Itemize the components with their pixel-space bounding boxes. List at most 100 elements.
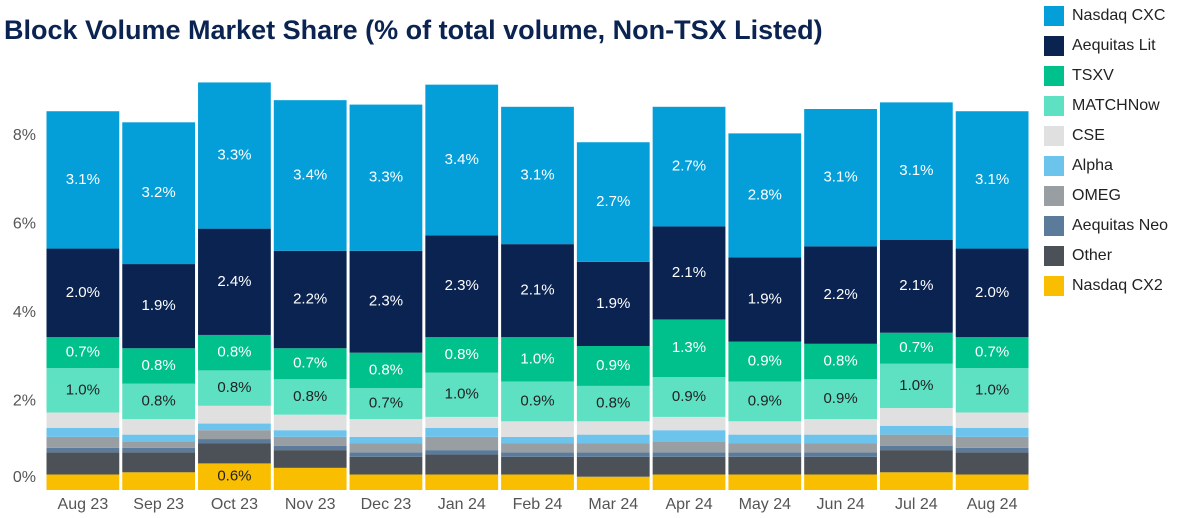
bar-segment xyxy=(198,82,271,229)
data-label: 3.4% xyxy=(293,166,327,183)
bar-segment xyxy=(576,346,650,386)
data-label: 0.7% xyxy=(975,344,1009,361)
data-label: 1.0% xyxy=(899,377,933,394)
legend-swatch xyxy=(1044,186,1064,206)
bar-segment xyxy=(728,456,802,475)
bar-segment xyxy=(879,445,953,451)
bar-segment xyxy=(122,472,196,490)
y-tick-label: 6% xyxy=(13,215,36,232)
bar-segment xyxy=(273,379,347,415)
bar-segment xyxy=(728,381,802,422)
legend-swatch xyxy=(1044,276,1064,296)
x-tick-label: Dec 23 xyxy=(361,496,412,513)
bar-segment xyxy=(46,337,120,369)
bar-segment xyxy=(46,248,120,338)
data-label: 2.2% xyxy=(293,290,327,307)
bar-segment xyxy=(955,368,1029,413)
data-label: 1.0% xyxy=(520,350,554,367)
bar-segment xyxy=(349,452,423,457)
legend-label: MATCHNow xyxy=(1072,97,1160,114)
legend-label: Aequitas Lit xyxy=(1072,37,1156,54)
bar-segment xyxy=(879,472,953,490)
legend-label: TSXV xyxy=(1072,67,1114,84)
data-label: 0.8% xyxy=(369,361,403,378)
x-tick-label: Apr 24 xyxy=(665,496,712,513)
bar-segment xyxy=(122,264,196,349)
bar-segment xyxy=(425,337,499,373)
data-label: 3.2% xyxy=(142,184,176,201)
bar-segment xyxy=(122,348,196,384)
bar-segment xyxy=(425,416,499,428)
bar-segment xyxy=(879,425,953,435)
data-label: 3.3% xyxy=(217,147,251,164)
bar-segment xyxy=(576,452,650,457)
data-label: 0.9% xyxy=(520,392,554,409)
x-tick-label: Feb 24 xyxy=(513,496,563,513)
data-label: 2.1% xyxy=(520,282,554,299)
bar-segment xyxy=(349,436,423,444)
bar-segment xyxy=(652,377,726,417)
bar-segment xyxy=(501,456,574,475)
bar-segment xyxy=(273,100,347,251)
bar-segment xyxy=(349,419,423,437)
bar-segment xyxy=(728,452,802,457)
data-label: 1.0% xyxy=(66,381,100,398)
bar-segment xyxy=(879,102,953,240)
x-tick-label: Aug 24 xyxy=(967,496,1018,513)
data-label: 2.3% xyxy=(369,293,403,310)
bar-segment xyxy=(804,443,877,453)
bar-segment xyxy=(349,474,423,490)
bar-segment xyxy=(652,226,726,320)
bar-segment xyxy=(728,341,802,382)
legend-label: CSE xyxy=(1072,127,1105,144)
bar-segment xyxy=(122,447,196,453)
bar-segment xyxy=(273,250,347,349)
bar-segment xyxy=(652,430,726,442)
legend-label: Aequitas Neo xyxy=(1072,217,1168,234)
data-label: 2.8% xyxy=(748,186,782,203)
x-tick-label: Jun 24 xyxy=(817,496,865,513)
bar-segment xyxy=(804,246,877,344)
data-label: 3.1% xyxy=(899,162,933,179)
data-label: 0.9% xyxy=(748,352,782,369)
bar-segment xyxy=(501,244,574,338)
bar-segment xyxy=(576,434,650,444)
bar-segment xyxy=(198,443,271,464)
legend-swatch xyxy=(1044,216,1064,236)
bar-segment xyxy=(501,474,574,490)
bar-segment xyxy=(46,452,120,475)
legend-swatch xyxy=(1044,36,1064,56)
bar-segment xyxy=(804,379,877,420)
y-tick-label: 0% xyxy=(13,469,36,486)
bar-segment xyxy=(652,452,726,457)
legend-swatch xyxy=(1044,246,1064,266)
data-label: 3.4% xyxy=(445,151,479,168)
bar-segment xyxy=(46,436,120,448)
data-label: 0.8% xyxy=(142,392,176,409)
bar-segment xyxy=(576,456,650,477)
data-label: 0.9% xyxy=(596,357,630,374)
bar-segment xyxy=(198,334,271,371)
bar-segment xyxy=(804,434,877,444)
data-label: 0.8% xyxy=(596,395,630,412)
bar-segment xyxy=(349,388,423,420)
bar-segment xyxy=(349,352,423,389)
bar-segment xyxy=(576,385,650,422)
data-label: 0.7% xyxy=(369,395,403,412)
y-tick-label: 8% xyxy=(13,127,36,144)
legend-label: Alpha xyxy=(1072,157,1113,174)
bar-segment xyxy=(273,445,347,451)
bar-segment xyxy=(804,474,877,490)
bar-segment xyxy=(425,450,499,455)
bar-segment xyxy=(652,319,726,378)
bar-segment xyxy=(879,332,953,364)
legend-swatch xyxy=(1044,126,1064,146)
bar-segment xyxy=(804,452,877,457)
bar-segment xyxy=(955,337,1029,369)
bar-segment xyxy=(349,104,423,251)
data-label: 3.1% xyxy=(823,169,857,186)
legend-label: Other xyxy=(1072,247,1113,264)
data-label: 1.0% xyxy=(975,381,1009,398)
y-tick-label: 2% xyxy=(13,393,36,410)
bar-segment xyxy=(122,452,196,473)
